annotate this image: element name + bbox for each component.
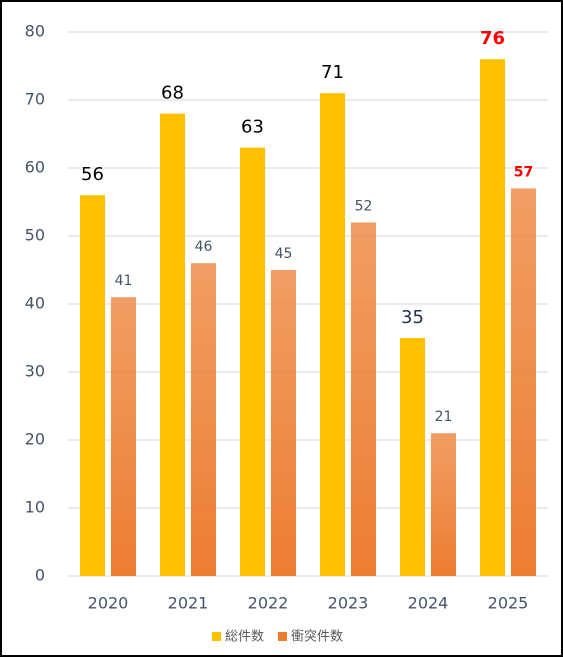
- x-tick-label: 2023: [328, 594, 369, 613]
- data-label: 21: [435, 409, 453, 425]
- bar: [480, 59, 505, 576]
- y-tick-label: 80: [25, 22, 45, 41]
- data-label: 41: [115, 273, 133, 289]
- bar: [431, 433, 456, 576]
- y-tick-label: 20: [25, 430, 45, 449]
- data-label: 63: [241, 117, 264, 138]
- bar: [160, 113, 185, 576]
- x-tick-label: 2020: [88, 594, 129, 613]
- bar: [191, 263, 216, 576]
- y-tick-label: 0: [35, 566, 45, 585]
- data-label: 57: [514, 164, 533, 180]
- bar: [271, 270, 296, 576]
- y-tick-label: 50: [25, 226, 45, 245]
- data-label: 68: [161, 83, 184, 104]
- x-tick-label: 2021: [168, 594, 209, 613]
- x-tick-label: 2024: [408, 594, 449, 613]
- y-tick-label: 70: [25, 90, 45, 109]
- y-tick-label: 30: [25, 362, 45, 381]
- bar: [80, 195, 105, 576]
- data-label: 76: [480, 28, 505, 49]
- data-label: 52: [355, 198, 373, 214]
- bar: [320, 93, 345, 576]
- data-label: 46: [195, 239, 213, 255]
- legend-label: 総件数: [225, 630, 264, 645]
- y-tick-label: 60: [25, 158, 45, 177]
- y-tick-label: 10: [25, 498, 45, 517]
- data-label: 56: [81, 164, 104, 185]
- bar: [351, 222, 376, 576]
- x-tick-label: 2025: [488, 594, 529, 613]
- y-tick-label: 40: [25, 294, 45, 313]
- bar: [400, 338, 425, 576]
- bar: [511, 188, 536, 576]
- bar: [111, 297, 136, 576]
- legend-swatch: [278, 632, 288, 641]
- x-tick-label: 2022: [248, 594, 289, 613]
- data-label: 35: [401, 307, 424, 328]
- data-label: 45: [275, 246, 293, 262]
- bar: [240, 147, 265, 576]
- legend-label: 衝突件数: [291, 629, 343, 645]
- legend-swatch: [212, 632, 221, 641]
- data-label: 71: [321, 62, 344, 83]
